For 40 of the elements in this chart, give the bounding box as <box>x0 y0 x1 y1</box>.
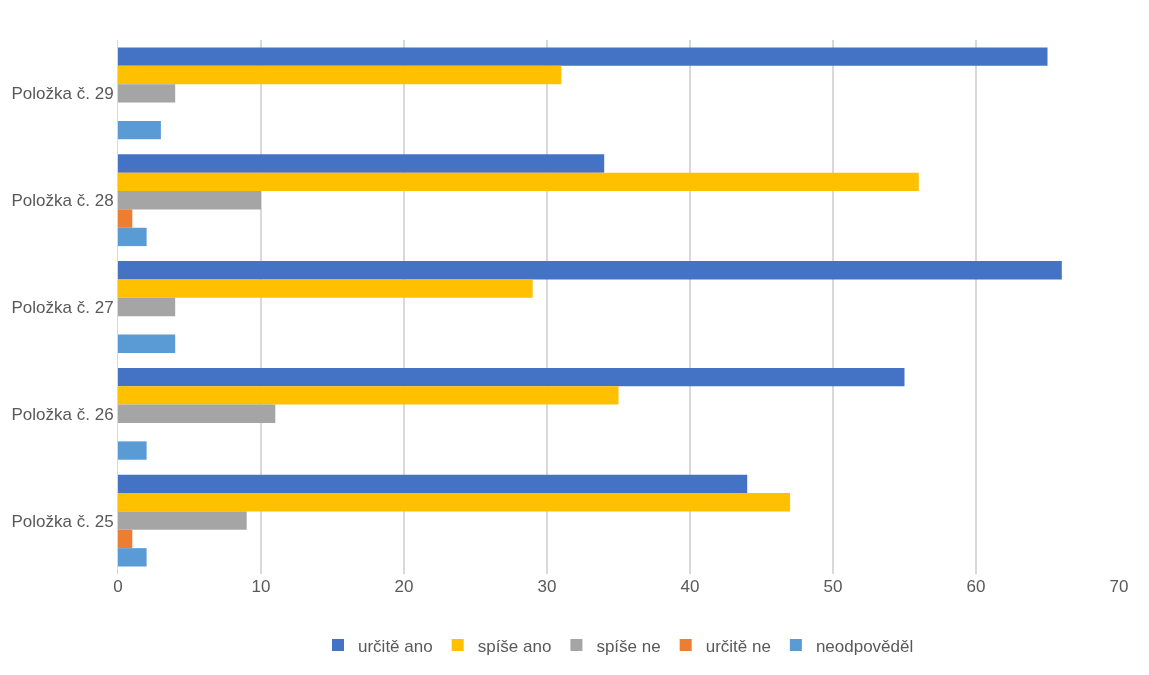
x-tick-label: 40 <box>680 577 700 596</box>
x-tick-label: 60 <box>966 577 986 596</box>
y-tick-label: Položka č. 27 <box>11 297 114 317</box>
y-tick-label: Položka č. 25 <box>11 511 114 531</box>
bar <box>118 441 147 460</box>
bar <box>118 84 176 103</box>
bar <box>118 172 919 192</box>
x-tick-label: 70 <box>1109 577 1129 596</box>
bar <box>118 261 1062 280</box>
legend-label: spíše ne <box>596 636 661 656</box>
x-tick-label: 20 <box>394 577 414 596</box>
bar <box>118 297 176 317</box>
bar <box>118 548 147 567</box>
bar <box>118 227 147 247</box>
y-tick-label: Položka č. 28 <box>11 191 114 211</box>
x-tick-label: 50 <box>823 577 843 596</box>
bar <box>118 279 533 298</box>
bar <box>118 474 748 494</box>
x-tick-label: 10 <box>251 577 271 596</box>
bar <box>118 511 247 530</box>
y-tick-label: Položka č. 26 <box>11 404 114 424</box>
bar <box>118 65 562 85</box>
bar <box>118 529 133 549</box>
legend-label: spíše ano <box>477 636 552 656</box>
bar <box>118 120 161 140</box>
bar <box>118 209 133 228</box>
bar <box>118 493 791 512</box>
bar <box>118 154 605 173</box>
bar <box>118 191 261 210</box>
x-tick-label: 0 <box>113 577 123 596</box>
legend-label: určitě ano <box>358 636 433 656</box>
bar <box>118 386 619 405</box>
bar <box>118 367 905 387</box>
x-tick-label: 30 <box>537 577 557 596</box>
legend-label: neodpověděl <box>815 636 914 656</box>
y-tick-label: Položka č. 29 <box>11 84 114 104</box>
legend-label: určitě ne <box>705 636 771 656</box>
bar <box>118 404 276 423</box>
bar <box>118 334 176 353</box>
bar <box>118 47 1048 66</box>
